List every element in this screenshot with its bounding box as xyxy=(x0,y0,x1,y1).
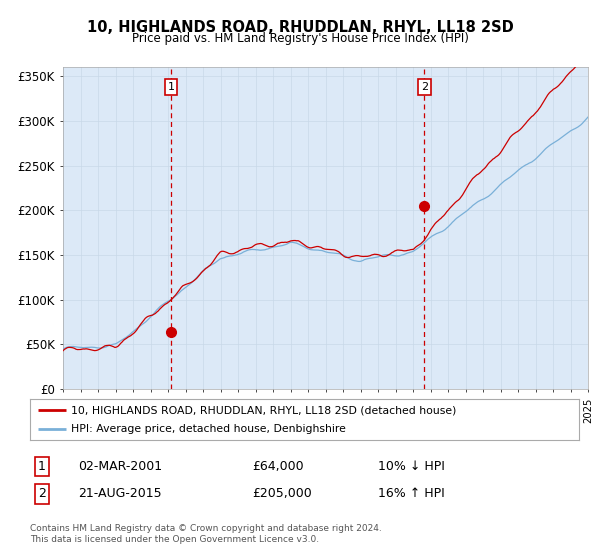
Text: 10, HIGHLANDS ROAD, RHUDDLAN, RHYL, LL18 2SD (detached house): 10, HIGHLANDS ROAD, RHUDDLAN, RHYL, LL18… xyxy=(71,405,457,415)
Text: HPI: Average price, detached house, Denbighshire: HPI: Average price, detached house, Denb… xyxy=(71,424,346,433)
Text: 21-AUG-2015: 21-AUG-2015 xyxy=(78,487,161,501)
Text: 1: 1 xyxy=(38,460,46,473)
Text: Contains HM Land Registry data © Crown copyright and database right 2024.: Contains HM Land Registry data © Crown c… xyxy=(30,524,382,533)
Text: 10% ↓ HPI: 10% ↓ HPI xyxy=(378,460,445,473)
Text: This data is licensed under the Open Government Licence v3.0.: This data is licensed under the Open Gov… xyxy=(30,535,319,544)
Text: Price paid vs. HM Land Registry's House Price Index (HPI): Price paid vs. HM Land Registry's House … xyxy=(131,32,469,45)
Text: 2: 2 xyxy=(421,82,428,92)
Text: 02-MAR-2001: 02-MAR-2001 xyxy=(78,460,162,473)
Text: £205,000: £205,000 xyxy=(252,487,312,501)
Text: 10, HIGHLANDS ROAD, RHUDDLAN, RHYL, LL18 2SD: 10, HIGHLANDS ROAD, RHUDDLAN, RHYL, LL18… xyxy=(86,20,514,35)
Text: 2: 2 xyxy=(38,487,46,501)
Text: 1: 1 xyxy=(167,82,175,92)
Text: 16% ↑ HPI: 16% ↑ HPI xyxy=(378,487,445,501)
Text: £64,000: £64,000 xyxy=(252,460,304,473)
